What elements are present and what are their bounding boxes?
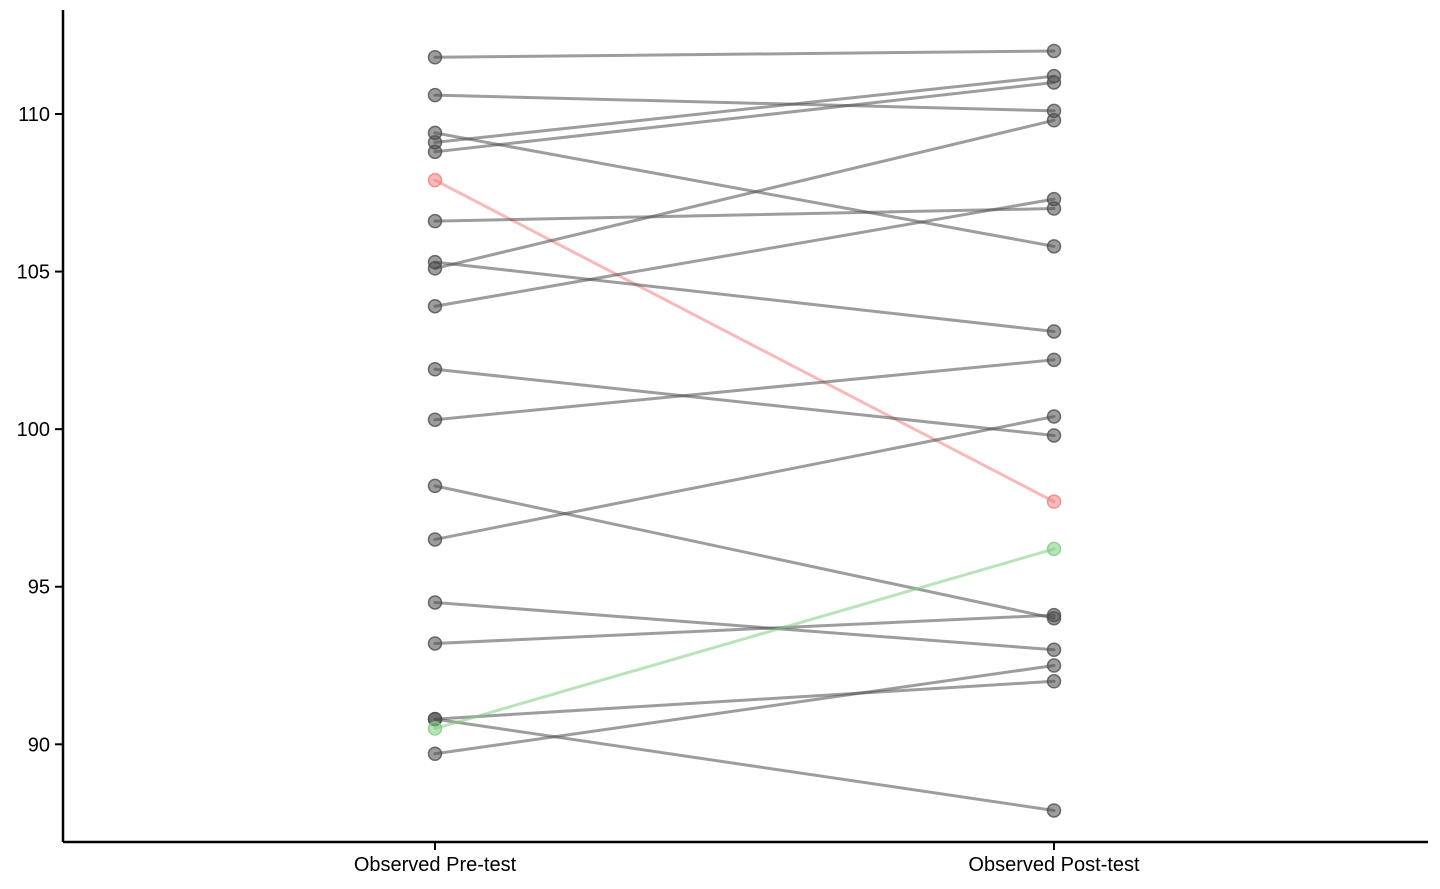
pair-line-10 xyxy=(433,197,1056,308)
y-tick-label-100: 100 xyxy=(17,419,50,441)
point-pre-9 xyxy=(427,261,443,276)
pair-line-2 xyxy=(433,93,1056,113)
pair-line-8 xyxy=(433,260,1056,333)
pair-line-20 xyxy=(433,664,1056,756)
point-pre-20 xyxy=(427,746,443,762)
point-post-19 xyxy=(1046,541,1062,557)
point-post-9 xyxy=(1046,113,1062,128)
point-post-16 xyxy=(1046,607,1062,623)
point-pre-13 xyxy=(427,478,443,494)
point-pre-12 xyxy=(427,412,443,427)
pair-line-7 xyxy=(433,207,1056,223)
pair-line-1 xyxy=(433,49,1056,59)
pair-line-11 xyxy=(433,367,1056,437)
point-pre-10 xyxy=(427,298,443,314)
point-post-17 xyxy=(1046,674,1062,689)
x-tick-label-2: Observed Post-test xyxy=(968,854,1140,876)
point-post-20 xyxy=(1046,658,1062,673)
pair-line-17 xyxy=(433,679,1056,721)
point-post-12 xyxy=(1046,352,1062,368)
point-pre-7 xyxy=(427,213,443,229)
point-pre-16 xyxy=(427,636,443,651)
point-post-3 xyxy=(1046,239,1062,254)
pair-line-13 xyxy=(433,484,1056,620)
pair-line-14 xyxy=(433,415,1056,541)
point-pre-11 xyxy=(427,362,443,377)
pair-line-19 xyxy=(433,547,1056,731)
pair-line-5 xyxy=(433,80,1056,154)
point-post-18 xyxy=(1046,803,1062,818)
y-tick-label-95: 95 xyxy=(28,577,50,599)
x-tick-label-1: Observed Pre-test xyxy=(354,854,517,876)
pair-lines xyxy=(433,49,1056,812)
pair-line-4 xyxy=(433,74,1056,144)
pair-line-3 xyxy=(433,131,1056,248)
pair-points xyxy=(427,43,1062,818)
point-pre-5 xyxy=(427,144,443,160)
pair-line-15 xyxy=(433,600,1056,652)
y-tick-label-110: 110 xyxy=(18,104,50,126)
point-post-15 xyxy=(1046,642,1062,658)
point-pre-19 xyxy=(427,721,443,736)
pair-line-9 xyxy=(433,118,1056,270)
point-post-1 xyxy=(1046,43,1062,59)
point-pre-2 xyxy=(427,87,443,103)
point-pre-6 xyxy=(427,172,443,188)
y-axis-ticks: 90 95 100 105 110 xyxy=(17,104,63,756)
point-post-5 xyxy=(1046,75,1062,90)
pair-line-18 xyxy=(433,717,1056,812)
point-pre-15 xyxy=(427,595,443,610)
pair-line-6 xyxy=(433,178,1056,504)
y-tick-label-105: 105 xyxy=(17,262,50,284)
pair-line-16 xyxy=(433,613,1056,645)
point-post-10 xyxy=(1046,191,1062,207)
point-pre-14 xyxy=(427,532,443,547)
x-axis-ticks: Observed Pre-test Observed Post-test xyxy=(354,842,1140,876)
point-post-14 xyxy=(1046,409,1062,424)
pair-line-12 xyxy=(433,358,1056,422)
point-post-6 xyxy=(1046,494,1062,509)
point-post-8 xyxy=(1046,324,1062,339)
point-post-11 xyxy=(1046,428,1062,443)
y-tick-label-90: 90 xyxy=(28,734,50,756)
point-pre-1 xyxy=(427,50,443,65)
